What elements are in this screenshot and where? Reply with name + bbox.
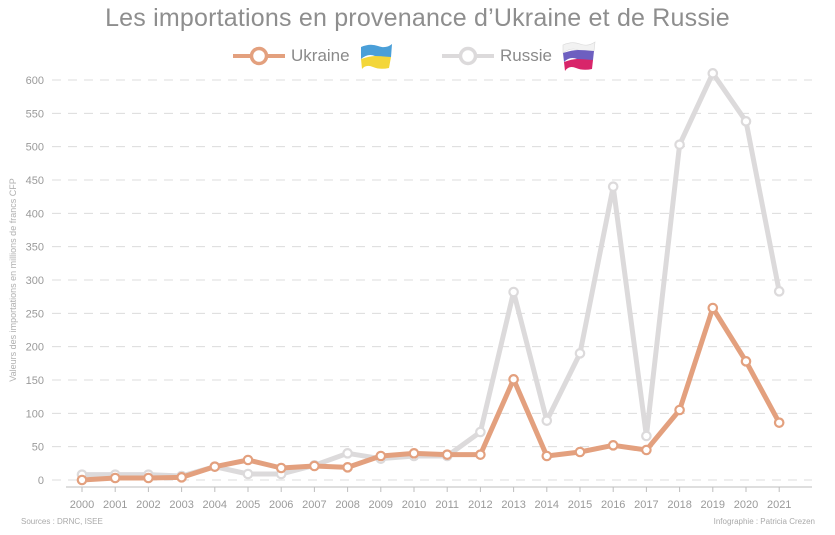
data-point-ukraine [674,404,685,416]
data-point-russie [475,426,486,438]
data-point-ukraine [441,449,453,460]
y-tick-label: 50 [32,442,44,454]
data-point-ukraine [242,454,254,466]
data-point-russie [508,286,519,298]
data-point-ukraine [740,356,752,367]
source-note: Sources : DRNC, ISEE [21,517,103,526]
data-point-ukraine [574,446,586,458]
x-tick-label: 2016 [601,499,625,511]
data-point-ukraine [541,450,553,462]
data-point-russie [740,116,752,127]
x-tick-label: 2011 [435,499,459,511]
x-tick-label: 2005 [236,499,260,511]
x-tick-label: 2017 [634,499,658,511]
series-line-ukraine [79,305,782,483]
legend-line-ukraine-icon [233,46,285,66]
series-layer [76,68,785,486]
x-tick-label: 2004 [203,499,227,511]
x-tick-label: 2002 [136,499,160,511]
data-point-russie [541,415,553,426]
data-point-russie [607,181,619,192]
data-point-ukraine [375,450,387,462]
data-point-ukraine [309,460,320,472]
x-tick-label: 2009 [369,499,393,511]
x-axis-ticks: 2000 2001 2002 2003 2004 2005 2006 2007 2008 2009… [66,486,812,511]
data-point-ukraine [408,448,420,459]
y-tick-label: 450 [26,175,44,187]
x-tick-label: 2010 [402,499,426,511]
x-tick-label: 2001 [103,499,127,511]
data-point-russie [574,348,586,359]
x-tick-label: 2006 [269,499,293,511]
grid [52,79,812,481]
x-tick-label: 2021 [767,499,791,511]
x-tick-label: 2014 [535,499,559,511]
y-tick-label: 200 [26,342,44,354]
legend: Ukraine Russie [0,38,835,74]
x-tick-label: 2020 [734,499,758,511]
x-tick-label: 2015 [568,499,592,511]
x-tick-label: 2003 [169,499,193,511]
x-tick-label: 2013 [501,499,525,511]
data-point-ukraine [707,302,719,314]
x-tick-label: 2019 [701,499,725,511]
data-point-russie [773,286,785,297]
legend-label-russie: Russie [500,46,552,65]
credit-note: Infographie : Patricia Crezen [713,517,815,526]
data-point-ukraine [209,461,221,472]
data-point-ukraine [176,472,187,483]
y-axis-ticks: 0 50 100 150 200 250 300 350 400 450 500 550 600 [26,75,44,487]
y-tick-label: 150 [26,375,44,387]
data-point-russie [342,448,353,459]
series-russie [76,68,785,482]
data-point-ukraine [275,462,287,474]
data-point-ukraine [76,474,88,486]
y-tick-label: 400 [26,208,44,220]
chart-title: Les importations en provenance d’Ukraine… [105,4,730,32]
data-point-ukraine [109,472,121,484]
legend-line-russie-icon [442,46,494,66]
y-tick-label: 300 [26,275,44,287]
y-tick-label: 0 [38,475,44,487]
y-tick-label: 350 [26,242,44,254]
x-tick-label: 2012 [468,499,492,511]
legend-item-ukraine: Ukraine [233,38,394,74]
y-tick-label: 550 [26,108,44,120]
x-tick-label: 2018 [667,499,691,511]
y-tick-label: 600 [26,75,44,87]
y-tick-label: 250 [26,308,44,320]
series-ukraine [76,302,785,486]
data-point-russie [707,68,719,79]
legend-label-ukraine: Ukraine [291,46,350,65]
legend-item-russie: Russie [442,38,598,74]
data-point-ukraine [508,374,519,385]
y-tick-label: 500 [26,142,44,154]
y-tick-label: 100 [26,408,44,420]
x-tick-label: 2007 [302,499,326,511]
ukraine-flag-icon [360,44,392,69]
data-point-ukraine [475,449,486,460]
data-point-ukraine [143,472,154,484]
data-point-ukraine [607,440,619,451]
data-point-ukraine [342,462,353,473]
data-point-russie [674,139,685,150]
data-point-russie [641,430,652,442]
x-tick-label: 2008 [335,499,359,511]
data-point-russie [242,468,254,480]
data-point-ukraine [773,417,785,428]
data-point-ukraine [641,444,652,456]
x-tick-label: 2000 [70,499,94,511]
russia-flag-icon [562,41,596,71]
